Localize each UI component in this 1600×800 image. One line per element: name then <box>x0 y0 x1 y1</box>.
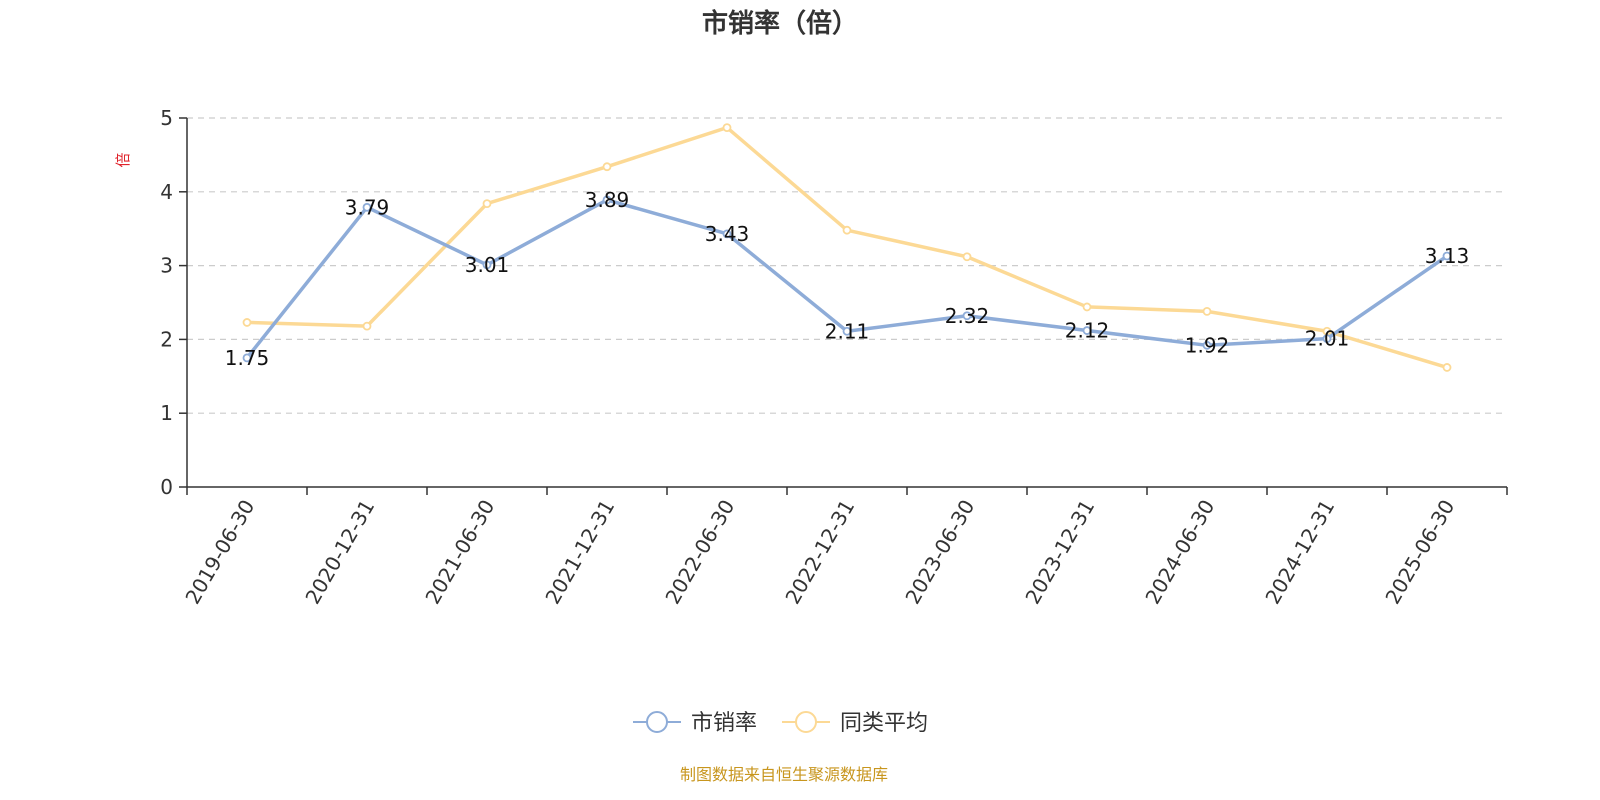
legend-marker-icon <box>795 711 817 733</box>
data-point <box>482 199 492 209</box>
y-axis-unit-label: 倍 <box>114 152 132 167</box>
data-point <box>962 252 972 262</box>
y-tick-label: 4 <box>160 180 173 204</box>
x-tick-label: 2022-12-31 <box>780 496 859 609</box>
x-tick-label: 2025-06-30 <box>1380 496 1459 609</box>
data-label: 3.13 <box>1425 244 1470 268</box>
x-tick-label: 2023-06-30 <box>900 496 979 609</box>
data-point <box>1202 340 1212 350</box>
data-point <box>1082 326 1092 335</box>
x-tick-label: 2023-12-31 <box>1020 496 1099 609</box>
data-point <box>722 229 732 239</box>
x-tick-label: 2024-06-30 <box>1140 496 1219 609</box>
series <box>242 123 1452 372</box>
axes: 0 1 2 3 4 5 2019-06-30 2020-12-31 2021-06-30 2021… <box>160 106 1508 609</box>
data-point <box>242 353 252 363</box>
y-tick-label: 2 <box>160 327 173 351</box>
data-point <box>1202 306 1212 316</box>
legend[interactable]: 市销率 同类平均 <box>633 711 928 736</box>
data-point <box>1442 251 1452 261</box>
x-tick-label: 2021-06-30 <box>420 496 499 609</box>
x-tick-label: 2020-12-31 <box>300 496 379 609</box>
data-point <box>1442 363 1452 372</box>
y-tick-label: 1 <box>160 401 173 425</box>
data-label: 2.01 <box>1305 327 1350 351</box>
x-tick-label: 2021-12-31 <box>540 496 619 609</box>
legend-marker-icon <box>646 711 668 733</box>
grid-lines <box>187 117 1507 414</box>
data-label: 3.89 <box>585 188 630 212</box>
y-tick-label: 5 <box>160 106 173 130</box>
data-label: 2.11 <box>825 319 870 343</box>
x-tick-label: 2022-06-30 <box>660 496 739 609</box>
legend-item[interactable]: 同类平均 <box>782 711 928 736</box>
data-label: 3.01 <box>465 253 510 277</box>
data-point <box>722 123 732 132</box>
data-point <box>962 311 972 321</box>
data-label: 3.43 <box>705 222 750 246</box>
legend-label: 市销率 <box>691 711 757 736</box>
data-label: 3.79 <box>345 195 390 219</box>
chart-title: 市销率（倍） <box>702 8 858 39</box>
x-tick-label: 2019-06-30 <box>180 496 259 609</box>
y-tick-label: 0 <box>160 475 173 499</box>
data-point <box>1082 302 1092 312</box>
data-label: 2.32 <box>945 304 990 328</box>
data-label: 1.75 <box>225 346 270 370</box>
source-note: 制图数据来自恒生聚源数据库 <box>680 765 888 784</box>
data-label: 2.12 <box>1065 319 1110 343</box>
data-point <box>602 162 612 172</box>
x-tick-label: 2024-12-31 <box>1260 496 1339 609</box>
data-labels: 1.75 3.79 3.01 3.89 3.43 2.11 2.32 2.12 1.92 2.01… <box>225 188 1470 370</box>
y-tick-label: 3 <box>160 254 173 278</box>
legend-item[interactable]: 市销率 <box>633 711 757 736</box>
data-point <box>842 326 852 336</box>
data-label: 1.92 <box>1185 333 1230 357</box>
data-point <box>482 260 492 270</box>
data-point <box>1322 334 1332 344</box>
legend-label: 同类平均 <box>840 711 928 736</box>
data-point <box>842 225 852 235</box>
data-point <box>242 318 252 327</box>
data-point <box>602 195 612 205</box>
data-point <box>362 321 372 331</box>
data-point <box>362 202 372 212</box>
